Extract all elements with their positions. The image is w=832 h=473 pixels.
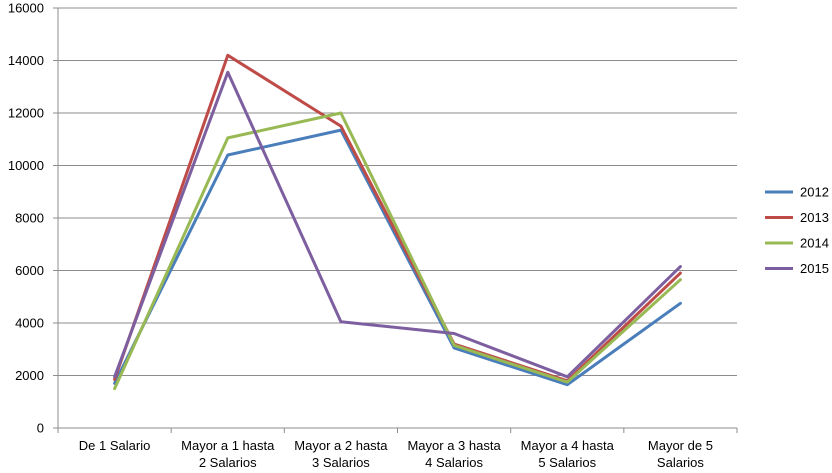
series-line-2014 xyxy=(113,111,682,391)
x-tick-label: 5 Salarios xyxy=(538,455,596,470)
x-tick-label: Mayor a 4 hasta xyxy=(521,438,615,453)
x-tick-label: 4 Salarios xyxy=(425,455,483,470)
y-tick-label: 6000 xyxy=(15,263,44,278)
x-tick-label: 2 Salarios xyxy=(199,455,257,470)
x-tick-label: Mayor de 5 xyxy=(648,438,713,453)
legend-label: 2015 xyxy=(800,261,829,276)
legend-label: 2013 xyxy=(800,210,829,225)
y-tick-label: 14000 xyxy=(8,53,44,68)
x-tick-label: Mayor a 2 hasta xyxy=(294,438,388,453)
y-tick-label: 12000 xyxy=(8,106,44,121)
y-tick-label: 16000 xyxy=(8,1,44,16)
series-line-2015 xyxy=(113,70,682,379)
legend: 2012 2013 2014 2015 xyxy=(765,185,829,276)
y-tick-label: 10000 xyxy=(8,158,44,173)
y-tick-label: 0 xyxy=(37,421,44,436)
x-tick-label: De 1 Salario xyxy=(79,438,151,453)
x-tick-label: Mayor a 3 hasta xyxy=(407,438,501,453)
y-tick-label: 2000 xyxy=(15,368,44,383)
legend-label: 2014 xyxy=(800,236,829,251)
y-tick-label: 4000 xyxy=(15,316,44,331)
series-lines xyxy=(113,53,682,391)
y-tick-label: 8000 xyxy=(15,211,44,226)
x-axis-tick-labels: De 1 Salario Mayor a 1 hasta 2 Salarios May… xyxy=(79,438,713,470)
axes xyxy=(53,7,738,433)
legend-label: 2012 xyxy=(800,185,829,200)
x-tick-label: 3 Salarios xyxy=(312,455,370,470)
series-line-2012 xyxy=(113,128,682,387)
x-tick-label: Salarios xyxy=(657,455,704,470)
series-line-2013 xyxy=(113,53,682,383)
y-axis-tick-labels: 0 2000 4000 6000 8000 10000 12000 14000 16000 xyxy=(8,1,44,436)
x-tick-label: Mayor a 1 hasta xyxy=(181,438,275,453)
